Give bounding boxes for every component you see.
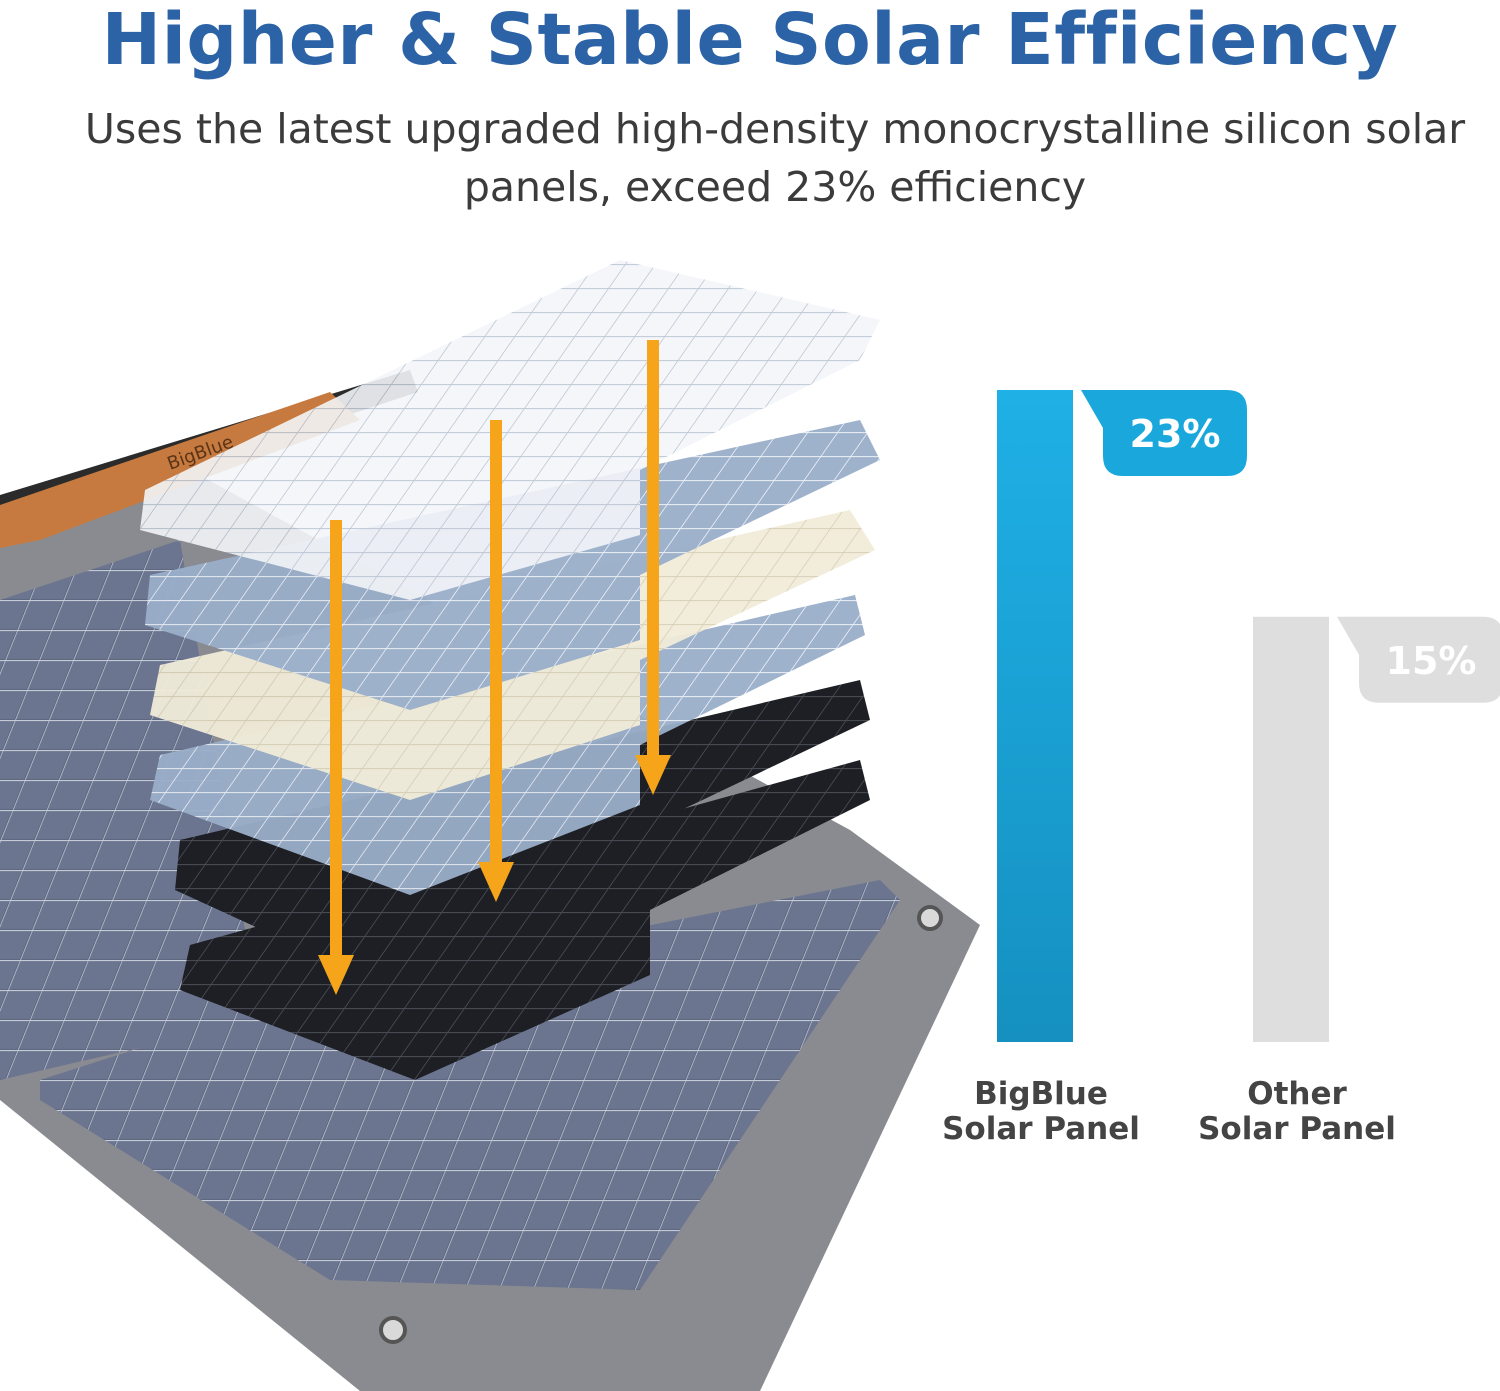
category-label-bigblue-line1: BigBlue [974,1076,1108,1112]
page-title: Higher & Stable Solar Efficiency [101,0,1399,81]
category-label-other-line1: Other [1247,1076,1347,1112]
category-label-other-line2: Solar Panel [1198,1111,1396,1147]
value-callout-bigblue [1081,390,1247,476]
light-arrow-right [635,340,671,795]
value-label-other: 15% [1386,639,1477,683]
grommet-bottom [379,1316,407,1344]
bottom-solar-panel [40,880,900,1290]
bar-other [1253,616,1329,1042]
bar-bigblue [997,390,1073,1042]
solar-panel-layers-illustration: BigBlue [0,260,980,1391]
layer-glass-top [140,260,880,600]
grommet-top [917,905,943,931]
category-label-bigblue-line2: Solar Panel [942,1111,1140,1147]
light-arrow-left [318,520,354,995]
value-label-bigblue: 23% [1130,412,1221,456]
value-callout-other [1337,616,1500,703]
light-arrow-middle [478,420,514,902]
page-subtitle: Uses the latest upgraded high-density mo… [84,105,1466,211]
